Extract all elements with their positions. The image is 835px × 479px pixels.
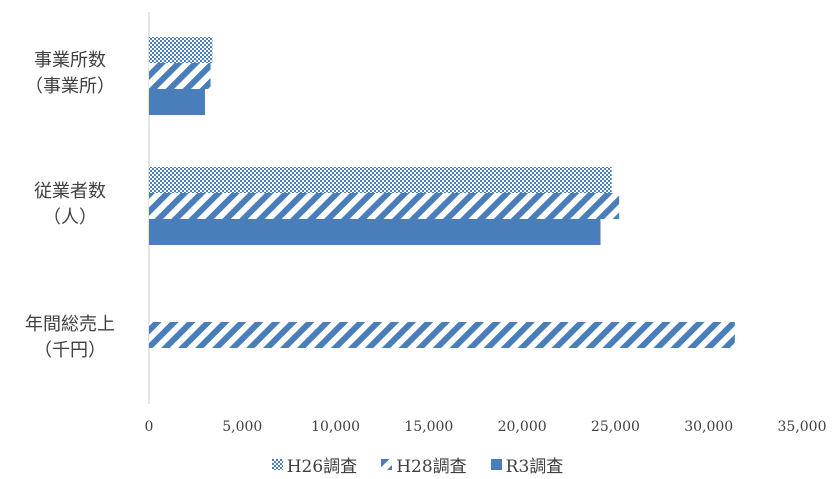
category-label-line2: （事業所） bbox=[25, 76, 115, 97]
legend-item-h28: H28調査 bbox=[381, 452, 467, 477]
category-label-employees: 従業者数 （人） bbox=[0, 179, 140, 231]
legend-label: H26調査 bbox=[286, 457, 358, 477]
category-label-line1: 従業者数 bbox=[34, 181, 106, 202]
category-label-line1: 年間総売上 bbox=[25, 314, 115, 335]
legend-item-r3: R3調査 bbox=[490, 452, 564, 477]
x-tick-label: 10,000 bbox=[311, 419, 360, 435]
legend: H26調査 H28調査 R3調査 bbox=[0, 452, 835, 477]
x-tick-label: 30,000 bbox=[684, 419, 733, 435]
category-label-establishments: 事業所数 （事業所） bbox=[0, 48, 140, 100]
x-tick-label: 0 bbox=[145, 419, 154, 435]
bar-R3調査-1 bbox=[149, 219, 601, 245]
x-tick-label: 20,000 bbox=[498, 419, 547, 435]
x-tick-label: 35,000 bbox=[778, 419, 827, 435]
bar-H28調査-1 bbox=[149, 193, 620, 219]
bar-group bbox=[149, 37, 735, 348]
x-tick-label: 5,000 bbox=[222, 419, 262, 435]
bar-H28調査-2 bbox=[149, 322, 735, 348]
bar-H26調査-1 bbox=[149, 167, 612, 193]
x-tick-label: 25,000 bbox=[591, 419, 640, 435]
bar-H28調査-0 bbox=[149, 63, 211, 89]
legend-label: R3調査 bbox=[505, 457, 564, 477]
category-label-line2: （人） bbox=[43, 207, 97, 228]
x-tick-labels: 0 5,000 10,000 15,000 20,000 25,000 30,000 35,0… bbox=[145, 419, 827, 435]
legend-item-h26: H26調査 bbox=[271, 452, 358, 477]
legend-swatch-diagonal-icon bbox=[381, 459, 393, 470]
legend-swatch-checker-icon bbox=[271, 459, 283, 470]
category-label-line1: 事業所数 bbox=[34, 50, 106, 71]
x-tick-label: 15,000 bbox=[404, 419, 453, 435]
legend-label: H28調査 bbox=[396, 457, 467, 477]
bar-H26調査-0 bbox=[149, 37, 213, 63]
legend-swatch-solid-icon bbox=[490, 459, 502, 470]
category-label-sales: 年間総売上 （千円） bbox=[0, 312, 140, 364]
category-label-line2: （千円） bbox=[34, 340, 106, 361]
bar-R3調査-0 bbox=[149, 89, 205, 115]
